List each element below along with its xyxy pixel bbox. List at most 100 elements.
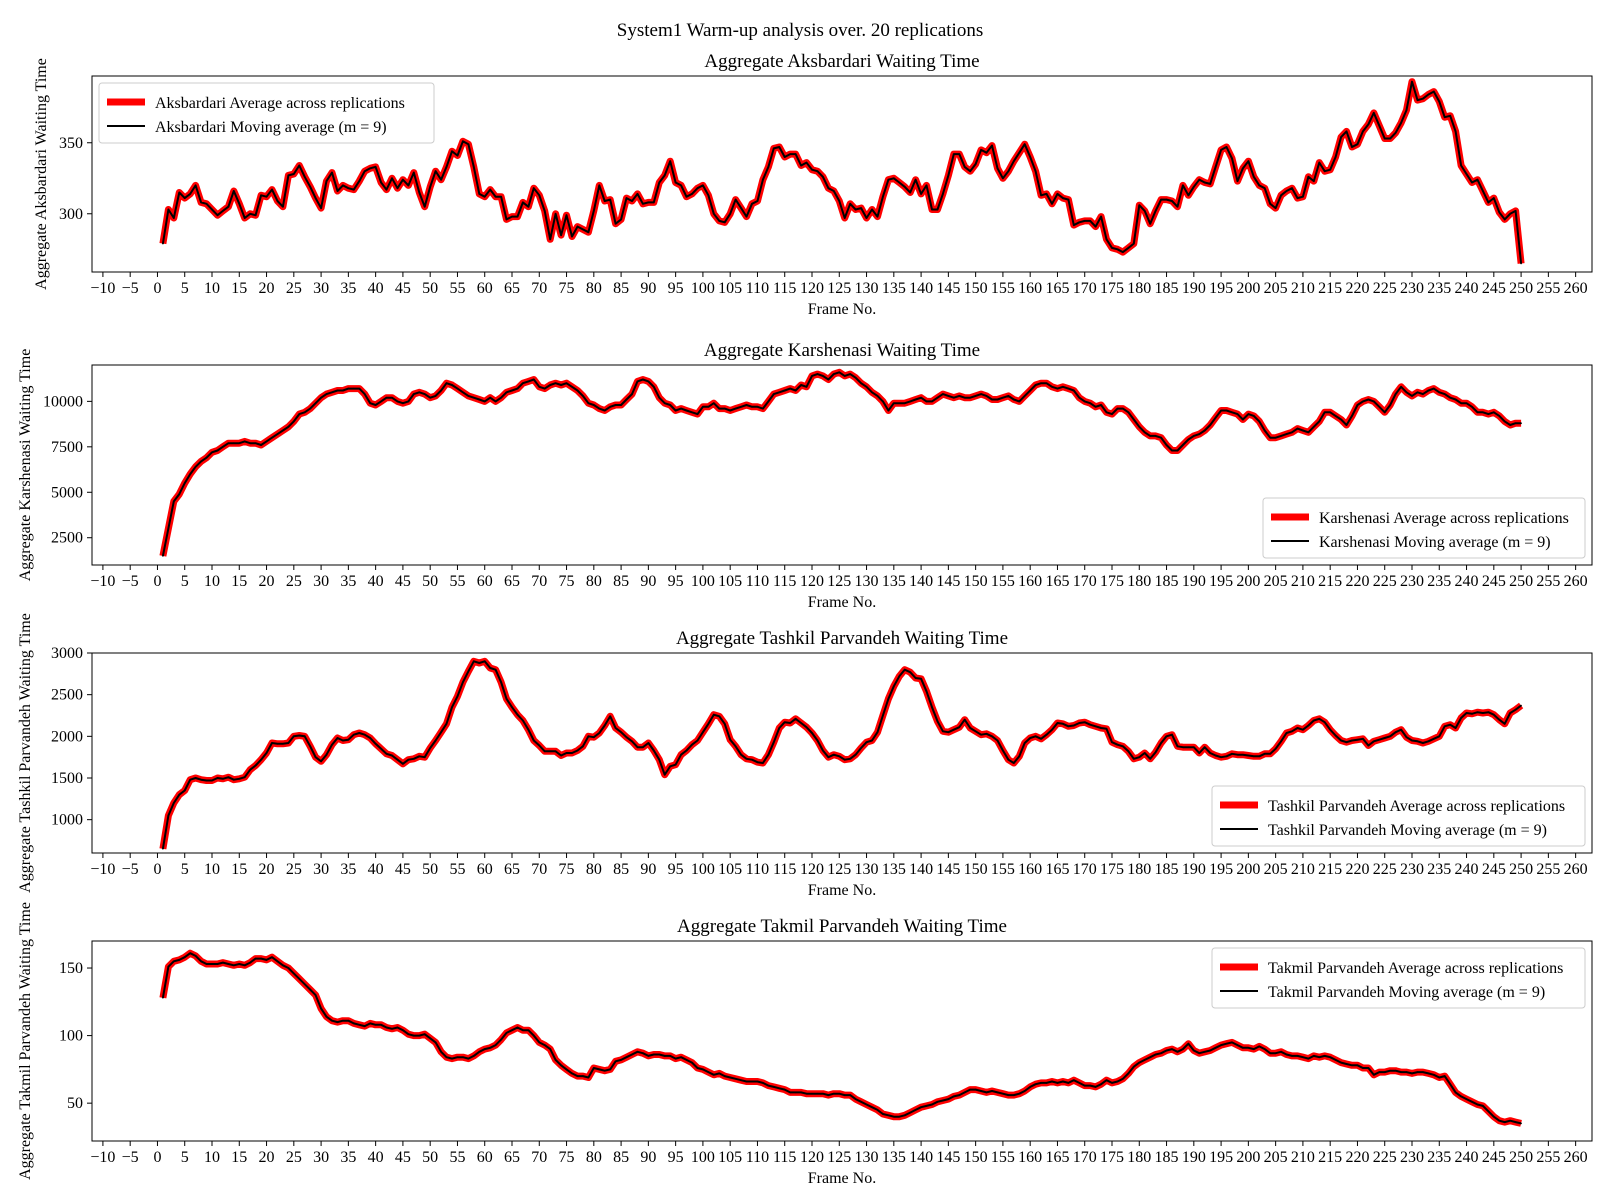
data-point [647, 742, 650, 744]
data-point [1487, 413, 1490, 415]
x-tick-label: 115 [773, 1149, 796, 1166]
data-point [1023, 742, 1026, 744]
data-point [451, 384, 453, 386]
data-point [194, 466, 197, 468]
x-tick-label: 250 [1509, 1149, 1533, 1166]
data-point [511, 1029, 513, 1031]
data-point [1323, 170, 1326, 172]
data-point [271, 436, 273, 439]
data-point [713, 713, 715, 716]
data-point [211, 963, 213, 965]
data-point [1171, 449, 1173, 452]
data-point [811, 375, 813, 377]
data-point [1334, 156, 1337, 158]
data-point [1269, 1052, 1271, 1054]
data-point [614, 404, 617, 406]
data-point [522, 201, 524, 204]
data-point [1465, 712, 1468, 714]
x-tick-label: 5 [181, 861, 189, 878]
chart-title: Aggregate Aksbardari Waiting Time [704, 51, 979, 72]
data-point [1378, 1071, 1381, 1073]
x-tick-label: 245 [1482, 1149, 1506, 1166]
data-point [358, 180, 361, 182]
data-point [1449, 396, 1451, 399]
chart-title: Aggregate Tashkil Parvandeh Waiting Time [676, 628, 1008, 649]
data-point [1509, 712, 1511, 714]
data-point [1013, 1094, 1015, 1096]
x-tick-label: 10 [204, 861, 220, 878]
data-point [407, 184, 410, 187]
x-tick-label: 85 [613, 573, 629, 590]
data-point [653, 749, 655, 752]
data-point [1127, 1072, 1130, 1075]
data-point [1362, 1067, 1364, 1069]
data-point [1007, 758, 1010, 761]
x-tick-label: 110 [746, 1149, 769, 1166]
data-point [729, 738, 731, 741]
data-point [1209, 752, 1211, 754]
data-point [805, 161, 808, 164]
data-point [849, 758, 851, 760]
data-point [1051, 203, 1053, 205]
data-point [865, 217, 868, 219]
data-point [538, 1041, 541, 1044]
data-point [1520, 1122, 1522, 1125]
x-tick-label: 245 [1482, 573, 1506, 590]
data-point [385, 396, 388, 399]
data-point [522, 382, 524, 385]
data-point [854, 376, 857, 379]
data-point [903, 186, 906, 188]
data-point [1373, 400, 1375, 403]
data-point [331, 171, 333, 174]
data-point [614, 1060, 617, 1063]
data-point [642, 746, 644, 748]
data-point [293, 735, 295, 738]
data-point [1394, 1069, 1397, 1072]
data-point [1471, 713, 1473, 715]
chart-panel-4: Aggregate Takmil Parvandeh Waiting Time −… [17, 902, 1593, 1187]
data-point [783, 389, 786, 392]
x-tick-label: 35 [340, 1149, 356, 1166]
data-point [1258, 755, 1261, 758]
data-point [860, 207, 862, 209]
data-point [773, 1086, 775, 1088]
x-tick-label: 100 [691, 280, 715, 297]
data-point [527, 380, 530, 383]
data-point [227, 963, 230, 965]
data-point [396, 400, 399, 403]
data-point [882, 195, 884, 198]
data-point [1056, 387, 1059, 390]
data-point [740, 753, 742, 756]
x-tick-label: 120 [800, 280, 824, 297]
x-tick-label: 235 [1427, 1149, 1451, 1166]
x-axis-label: Frame No. [808, 882, 876, 899]
x-tick-label: 95 [668, 280, 684, 297]
x-tick-label: 250 [1509, 861, 1533, 878]
data-point [211, 451, 213, 454]
legend-label-moving-average: Tashkil Parvandeh Moving average (m = 9) [1268, 822, 1547, 839]
data-point [1182, 184, 1184, 187]
data-point [254, 764, 257, 767]
data-point [805, 1092, 808, 1095]
data-point [833, 190, 835, 192]
data-point [974, 730, 977, 733]
data-point [620, 731, 622, 733]
data-point [974, 1088, 977, 1091]
legend-label-average: Karshenasi Average across replications [1319, 510, 1569, 527]
x-tick-label: 125 [827, 280, 851, 297]
data-point [374, 404, 377, 406]
data-point [1422, 1071, 1424, 1073]
x-tick-label: 190 [1182, 1149, 1206, 1166]
data-point [473, 396, 475, 399]
plot-area-frame [91, 75, 1593, 273]
data-point [1073, 724, 1075, 727]
data-point [609, 198, 611, 201]
data-point [925, 184, 928, 187]
data-point [325, 180, 328, 182]
data-point [216, 214, 219, 216]
data-point [1318, 420, 1321, 423]
x-tick-label: 145 [936, 280, 960, 297]
y-tick-label: 300 [59, 206, 83, 223]
data-point [1449, 1083, 1451, 1085]
data-point [353, 1022, 355, 1025]
